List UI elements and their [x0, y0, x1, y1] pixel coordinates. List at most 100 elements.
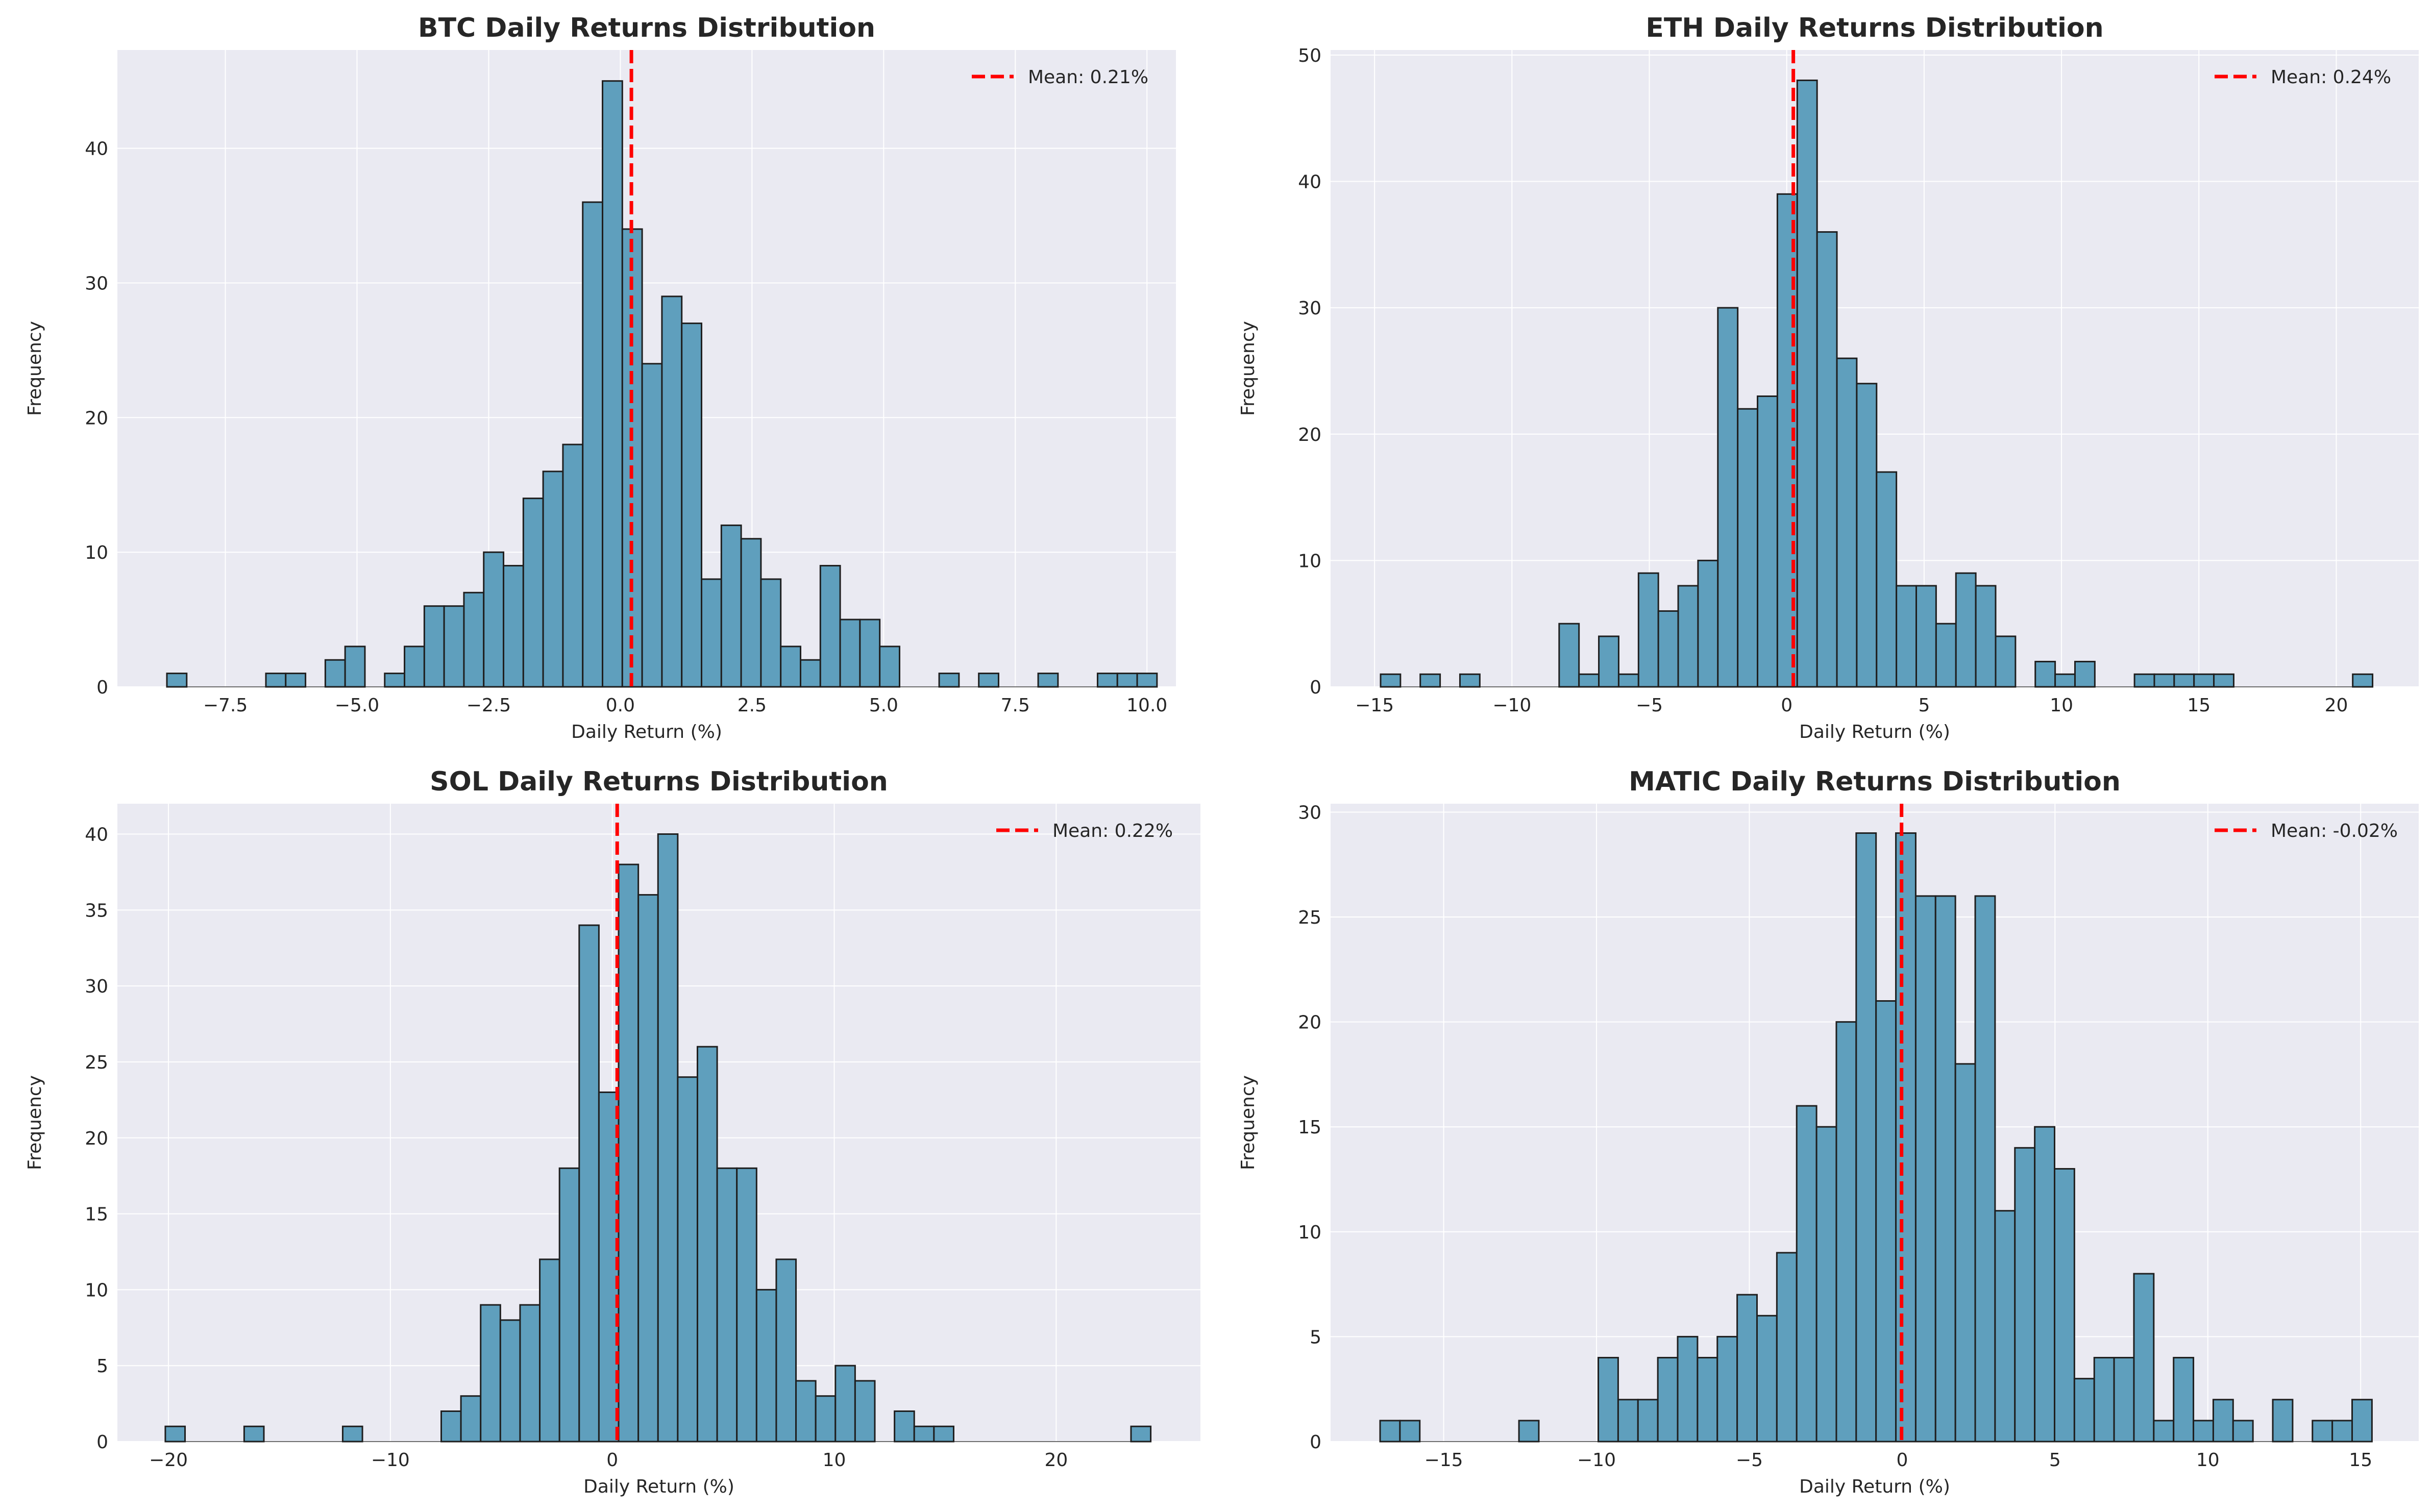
sol-histogram-bar	[775, 1258, 797, 1443]
eth-histogram-bar	[1796, 79, 1818, 688]
matic-histogram-bar	[1895, 832, 1917, 1443]
matic-histogram-bar	[2173, 1357, 2195, 1443]
eth-histogram-bar	[1915, 585, 1937, 688]
eth-legend-label: Mean: 0.24%	[2271, 67, 2391, 88]
eth-x-tick-label: 15	[2187, 695, 2210, 716]
btc-y-axis-label: Frequency	[24, 321, 45, 416]
eth-histogram-bar	[1578, 673, 1600, 688]
sol-x-tick-label: 10	[823, 1450, 846, 1471]
eth-histogram-bar	[2213, 673, 2234, 688]
btc-histogram-bar	[681, 323, 703, 688]
btc-x-tick-label: 7.5	[1001, 695, 1030, 716]
matic-histogram-bar	[2073, 1378, 2095, 1443]
btc-histogram-bar	[661, 295, 683, 688]
eth-y-tick-label: 40	[1298, 172, 1321, 193]
matic-legend-label: Mean: -0.02%	[2271, 821, 2398, 841]
matic-x-tick-label: 15	[2349, 1450, 2372, 1471]
matic-x-tick-label: −15	[1424, 1450, 1463, 1471]
btc-histogram-bar	[1116, 673, 1138, 688]
eth-histogram-bar	[1697, 559, 1719, 688]
matic-histogram-bar	[1875, 1000, 1897, 1443]
matic-histogram-bar	[1598, 1357, 1619, 1443]
eth-x-tick-label: 5	[1918, 695, 1930, 716]
matic-histogram-bar	[2312, 1420, 2333, 1443]
eth-legend: Mean: 0.24%	[2215, 67, 2391, 88]
btc-histogram-bar	[483, 551, 505, 688]
matic-histogram-bar	[2014, 1147, 2036, 1443]
sol-histogram-bar	[1130, 1425, 1152, 1443]
sol-histogram-bar	[913, 1425, 935, 1443]
btc-histogram-bar	[1136, 673, 1158, 688]
btc-x-tick-label: 0.0	[606, 695, 635, 716]
eth-chart-title: ETH Daily Returns Distribution	[1645, 13, 2103, 43]
matic-histogram-bar	[1677, 1335, 1699, 1443]
matic-histogram-bar	[1776, 1252, 1798, 1443]
btc-x-tick-label: −2.5	[466, 695, 511, 716]
sol-histogram-bar	[598, 1091, 620, 1443]
matic-histogram-bar	[2153, 1420, 2175, 1443]
matic-x-tick-label: −10	[1577, 1450, 1616, 1471]
btc-histogram-bar	[978, 673, 999, 688]
sol-histogram-bar	[854, 1380, 876, 1443]
matic-y-tick-label: 15	[1298, 1117, 1321, 1138]
btc-histogram-bar	[522, 498, 544, 688]
btc-histogram-bar	[265, 673, 287, 688]
btc-x-axis-label: Daily Return (%)	[571, 722, 722, 742]
eth-histogram-bar	[1896, 585, 1918, 688]
matic-chart-title: MATIC Daily Returns Distribution	[1629, 766, 2121, 797]
eth-y-tick-label: 30	[1298, 298, 1321, 319]
btc-y-tick-label: 30	[85, 273, 108, 294]
eth-x-tick-label: 0	[1781, 695, 1792, 716]
btc-legend: Mean: 0.21%	[972, 67, 1148, 88]
btc-legend-label: Mean: 0.21%	[1028, 67, 1148, 88]
sol-histogram-bar	[539, 1258, 560, 1443]
sol-x-tick-label: 0	[606, 1450, 618, 1471]
btc-histogram-bar	[562, 443, 584, 688]
btc-y-tick-label: 40	[85, 139, 108, 160]
eth-histogram-bar	[2153, 673, 2175, 688]
matic-histogram-bar	[2034, 1126, 2055, 1443]
sol-histogram-bar	[894, 1410, 915, 1443]
btc-histogram-bar	[800, 659, 821, 688]
sol-y-tick-label: 0	[96, 1432, 108, 1453]
eth-histogram-bar	[1459, 673, 1481, 688]
eth-histogram-bar	[1657, 610, 1679, 688]
matic-histogram-bar	[2193, 1420, 2214, 1443]
eth-histogram-bar	[1876, 471, 1898, 688]
sol-histogram-bar	[519, 1304, 541, 1443]
eth-histogram-bar	[1380, 673, 1402, 688]
sol-histogram-bar	[578, 924, 600, 1443]
btc-histogram: −7.5 −5.0 −2.5 0.0 2.5 5.0 7.5 10.0 0 10 20 30 40 BTC…	[24, 13, 1176, 742]
btc-histogram-bar	[602, 80, 623, 688]
sol-histogram-bar	[716, 1167, 738, 1443]
sol-histogram-bar	[460, 1395, 482, 1443]
matic-y-tick-label: 20	[1298, 1012, 1321, 1033]
btc-x-tick-label: 2.5	[738, 695, 767, 716]
matic-y-tick-label: 30	[1298, 802, 1321, 823]
matic-histogram-bar	[2232, 1420, 2254, 1443]
eth-histogram-bar	[1598, 635, 1619, 688]
matic-histogram: −15 −10 −5 0 5 10 15 0 5 10 15 20 25 30 MATIC Daily Re…	[1238, 766, 2419, 1497]
btc-histogram-bar	[443, 605, 465, 688]
sol-histogram-bar	[755, 1288, 777, 1443]
matic-histogram-bar	[1934, 895, 1956, 1443]
btc-histogram-bar	[384, 673, 406, 688]
sol-histogram-bar	[164, 1425, 186, 1443]
eth-x-tick-label: 10	[2050, 695, 2073, 716]
eth-x-tick-label: −5	[1636, 695, 1663, 716]
eth-histogram-bar	[1975, 585, 1997, 688]
btc-x-tick-label: 10.0	[1126, 695, 1167, 716]
sol-histogram-bar	[795, 1380, 817, 1443]
sol-histogram-bar	[834, 1365, 856, 1443]
matic-histogram-bar	[2053, 1168, 2075, 1443]
matic-y-tick-label: 5	[1310, 1327, 1321, 1348]
btc-histogram-bar	[423, 605, 445, 688]
eth-histogram-bar	[2352, 673, 2374, 688]
sol-x-tick-label: 20	[1044, 1450, 1068, 1471]
matic-histogram-bar	[1736, 1294, 1758, 1443]
sol-y-tick-label: 15	[85, 1204, 108, 1225]
eth-x-tick-label: −10	[1492, 695, 1531, 716]
btc-chart-title: BTC Daily Returns Distribution	[418, 13, 875, 43]
sol-histogram-bar	[499, 1319, 521, 1443]
